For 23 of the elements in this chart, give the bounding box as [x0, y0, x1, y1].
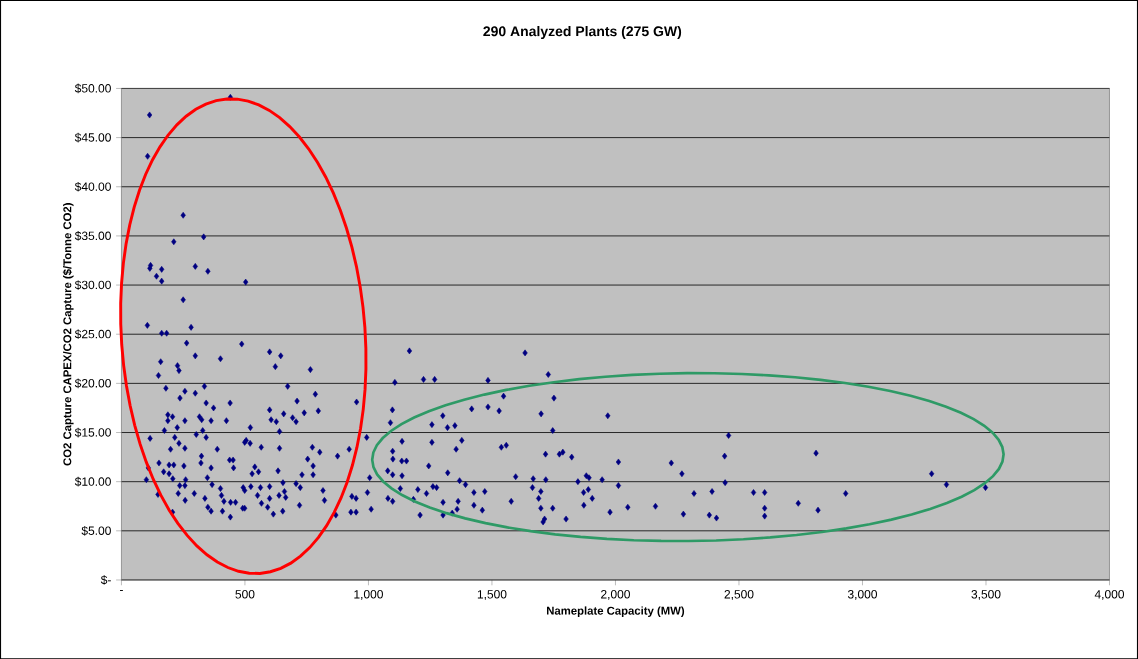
x-tick-label: 3,000: [847, 589, 878, 600]
y-axis-title: CO2 Capture CAPEX/CO2 Capture ($/Tonne CO2): [62, 202, 74, 466]
y-tick-label: $35.00: [74, 230, 111, 241]
y-tick-label: $50.00: [74, 83, 111, 94]
y-tick-label: $10.00: [74, 476, 111, 487]
x-axis-title: Nameplate Capacity (MW): [547, 606, 685, 617]
y-tick-label: $-: [100, 574, 111, 585]
y-tick-label: $25.00: [74, 329, 111, 339]
x-tick-label: 2,500: [724, 589, 754, 600]
y-tick-label: $5.00: [81, 525, 111, 536]
x-tick-label: 1,500: [477, 589, 507, 600]
x-tick-label: 1,000: [354, 589, 383, 600]
y-tick-label: $30.00: [74, 279, 111, 290]
y-tick-label: $40.00: [74, 181, 111, 192]
y-tick-label: $45.00: [74, 132, 111, 143]
x-tick-label: 2,000: [601, 589, 630, 600]
x-tick-label: 500: [235, 589, 255, 599]
y-tick-label: $15.00: [74, 427, 111, 438]
x-tick-label: 4,000: [1094, 589, 1125, 600]
chart-title: 290 Analyzed Plants (275 GW): [483, 25, 682, 39]
y-tick-label: $20.00: [74, 378, 111, 389]
x-tick-label: 3,500: [971, 589, 1001, 600]
x-tick-label: -: [119, 589, 123, 591]
